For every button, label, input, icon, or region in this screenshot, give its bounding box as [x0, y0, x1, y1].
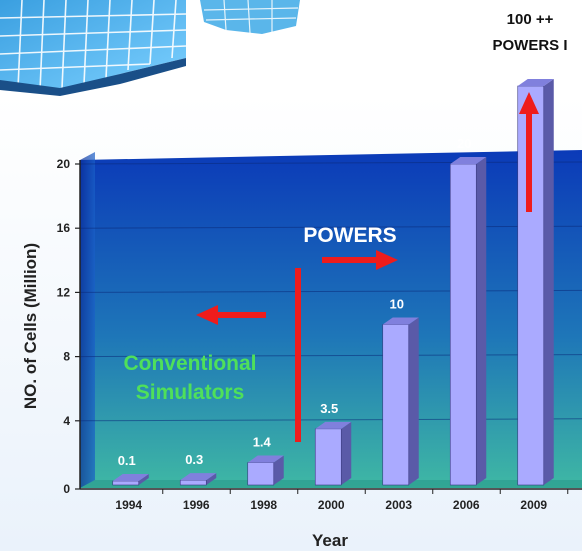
gridline [79, 225, 582, 229]
x-tick-label: 1994 [115, 498, 142, 512]
bar-top [517, 79, 554, 86]
x-tick-label: 1996 [183, 498, 210, 512]
bar-front [112, 480, 140, 486]
bar [179, 473, 217, 486]
bar-front [247, 462, 275, 486]
bar-side [476, 157, 487, 485]
divider-line [295, 268, 301, 442]
y-tick-label: 20 [57, 157, 71, 171]
arrow-left-icon [196, 305, 266, 325]
bar [517, 79, 554, 486]
x-tick-label: 2006 [453, 498, 480, 512]
bar-front [179, 479, 207, 486]
bar-side [273, 455, 284, 485]
data-label: 20 [457, 136, 471, 151]
bar-side [138, 474, 149, 485]
x-tick-label: 2009 [520, 498, 547, 512]
bar-front [382, 324, 410, 486]
y-tick-label: 12 [57, 285, 71, 299]
bar [112, 474, 149, 486]
y-tick-label: 8 [63, 350, 70, 364]
bar-side [543, 79, 554, 485]
y-ticks: 0 4 8 12 16 20 [57, 157, 80, 496]
powers-label: POWERS [303, 224, 396, 247]
bar [247, 455, 284, 486]
x-categories: 1994 1996 1998 2000 2003 2006 2009 [115, 489, 569, 512]
x-tick-label: 2003 [385, 498, 412, 512]
gridline [79, 354, 582, 358]
y-tick-label: 4 [63, 414, 70, 428]
bar-top [247, 455, 284, 463]
top-label-line2: POWERS I [492, 37, 567, 54]
arrow-right-icon [322, 250, 398, 270]
gridline [79, 418, 582, 422]
data-label: 1.4 [253, 435, 272, 450]
reservoir-grid-graphic [0, 0, 300, 96]
annotation-arrows [196, 92, 539, 442]
bar-top [180, 473, 217, 481]
y-axis-title: NO. of Cells (Million) [21, 243, 40, 409]
bar [382, 317, 419, 486]
data-label: 0.1 [118, 453, 136, 468]
x-tick-label: 1998 [250, 498, 277, 512]
bar-top [450, 157, 487, 164]
gridline [79, 161, 582, 165]
bar-side [408, 317, 419, 485]
data-label: 10 [390, 297, 404, 312]
bar-front [314, 428, 342, 486]
x-axis-title: Year [312, 531, 348, 550]
bar [314, 421, 352, 486]
conventional-label-line1: Conventional [123, 352, 256, 375]
bar-top [112, 474, 149, 481]
data-label: 0.3 [185, 452, 203, 467]
bar-side [206, 473, 217, 485]
x-tick-label: 2000 [318, 498, 345, 512]
y-tick-label: 16 [57, 221, 71, 235]
conventional-label-line2: Simulators [136, 381, 245, 404]
bar-side [341, 421, 352, 485]
gridline [79, 289, 582, 293]
bar-top [315, 421, 352, 429]
bars [112, 79, 554, 486]
bar [449, 157, 487, 486]
data-label: 3.5 [320, 401, 338, 416]
value-labels: 0.1 0.3 1.4 3.5 10 20 [118, 136, 472, 468]
y-tick-label: 0 [63, 482, 70, 496]
bar-top [382, 317, 419, 325]
bar-front [449, 163, 477, 486]
arrow-up-icon [519, 92, 539, 212]
gridlines [79, 161, 582, 422]
top-label-line1: 100 ++ [507, 11, 554, 28]
